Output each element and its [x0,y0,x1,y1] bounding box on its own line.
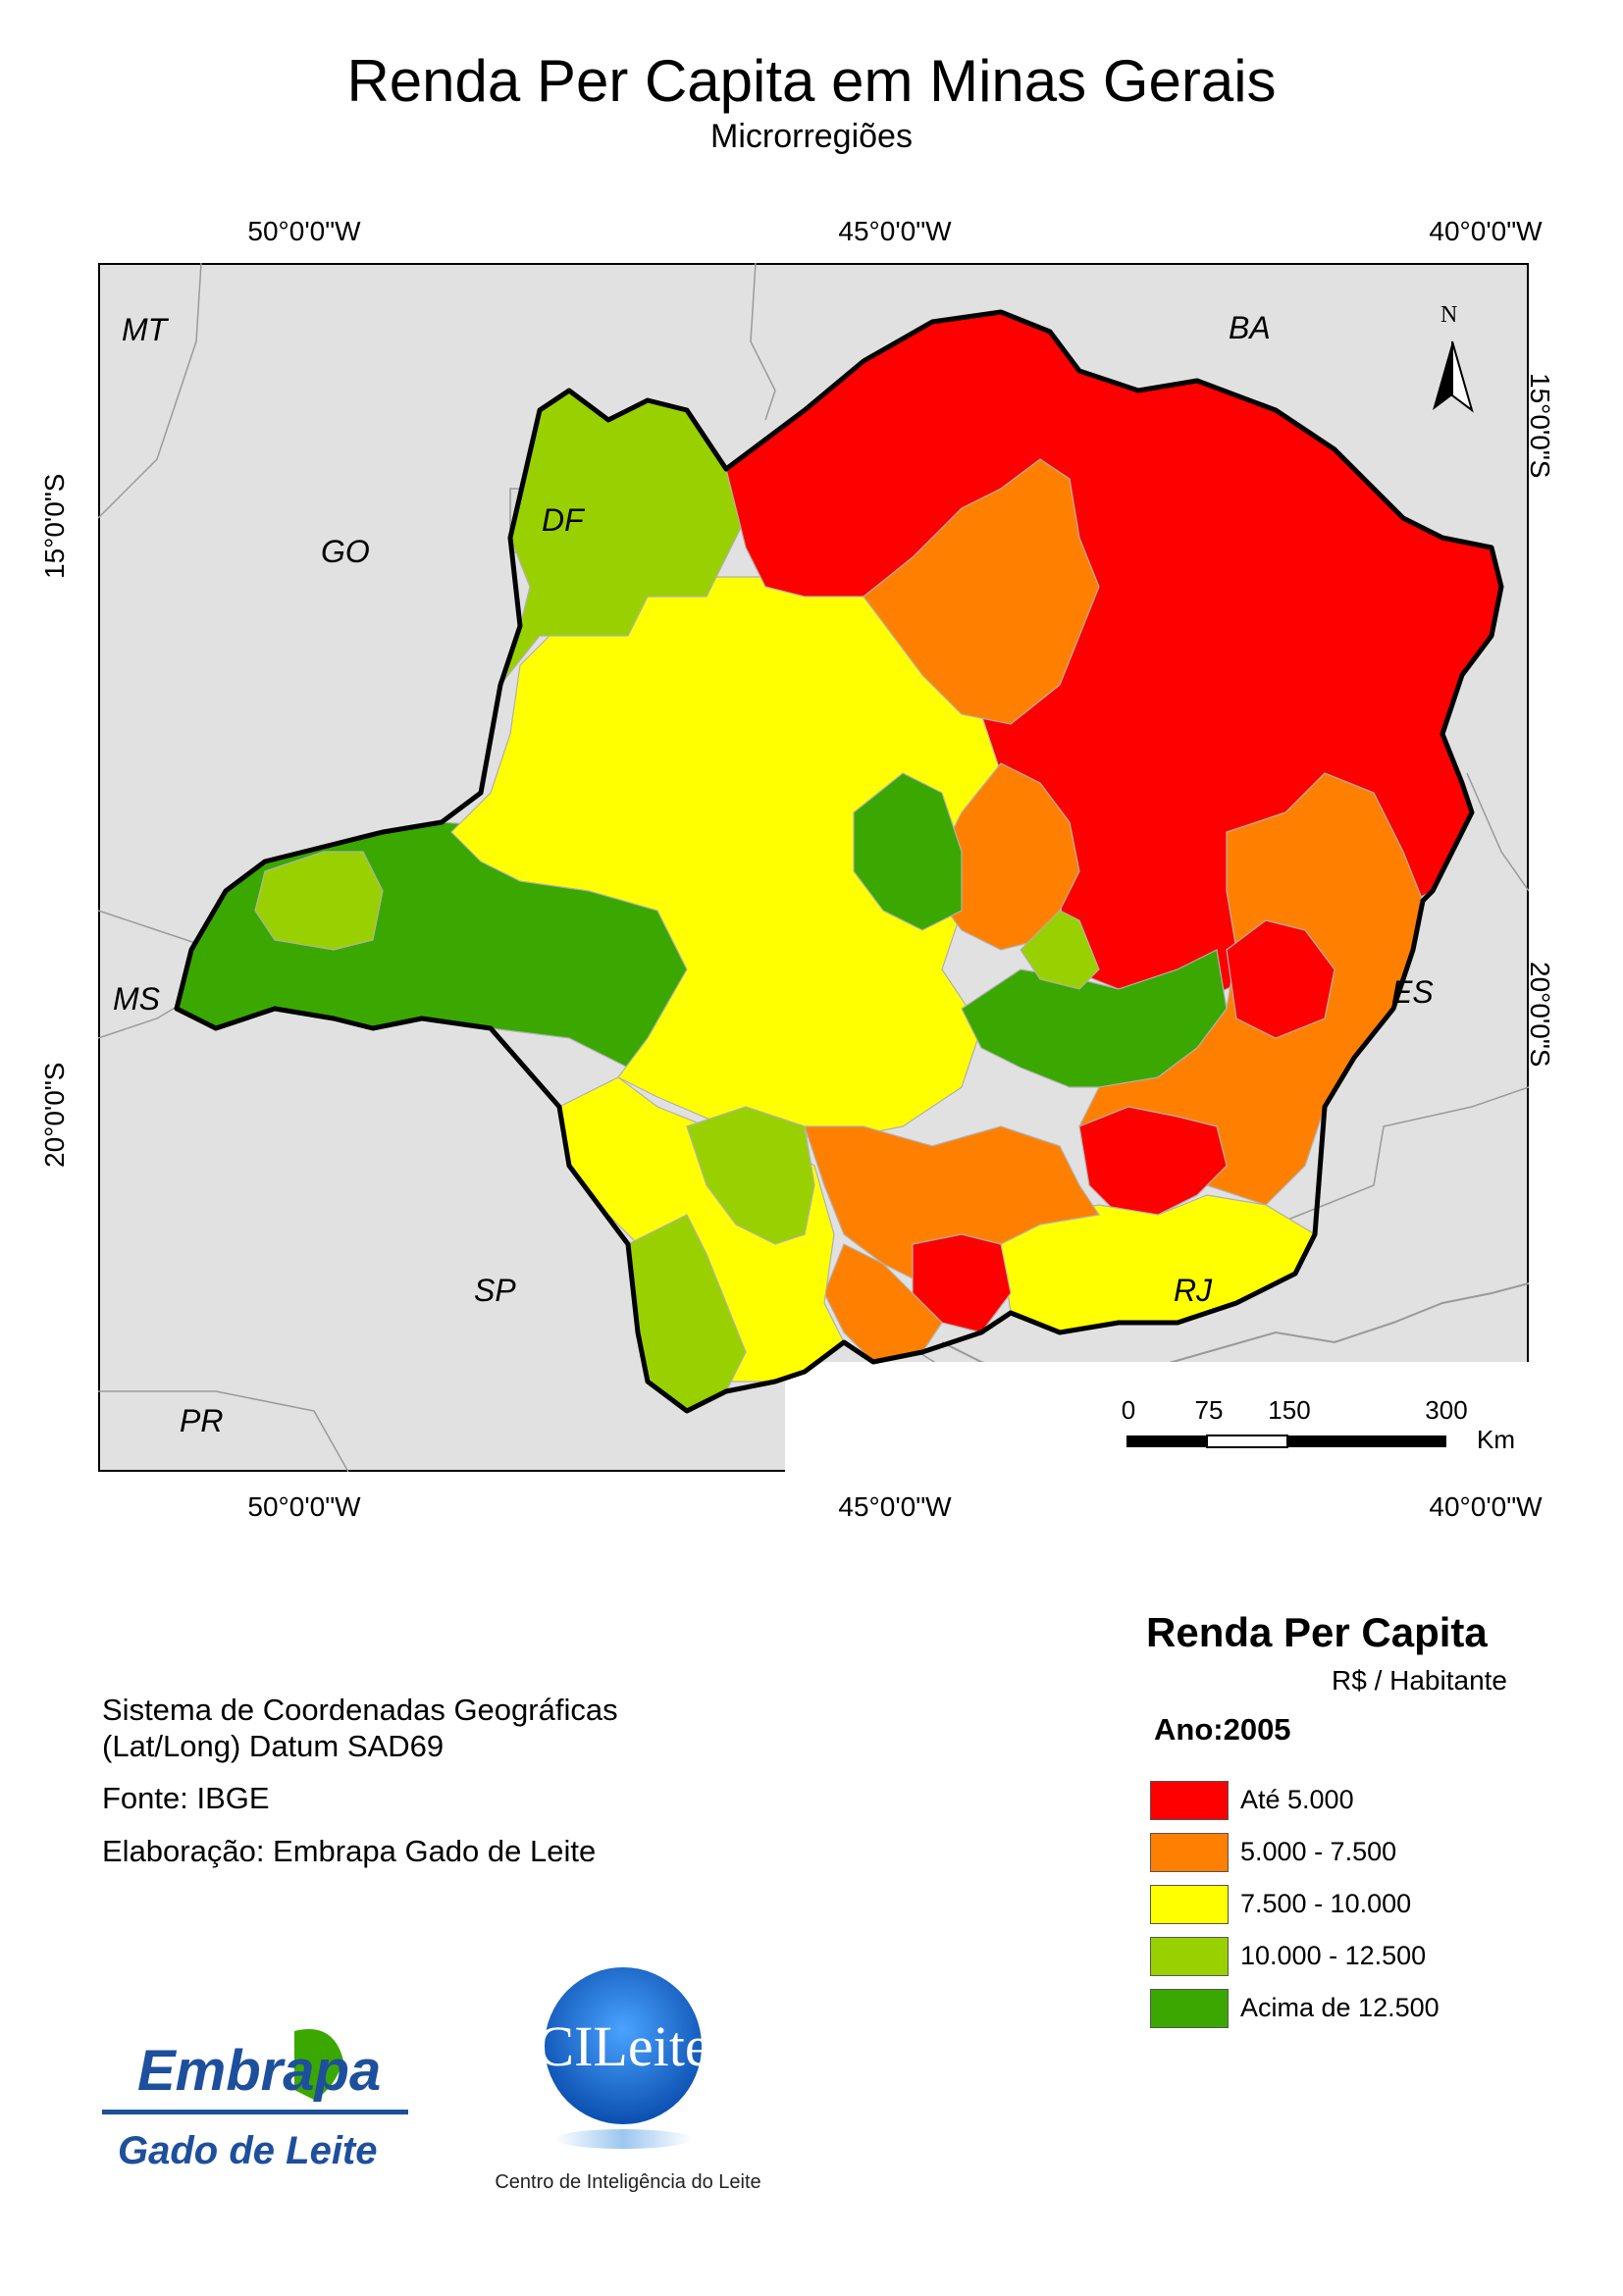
legend-label: 5.000 - 7.500 [1240,1837,1397,1866]
state-label: SP [474,1273,516,1308]
legend-year: Ano:2005 [1154,1712,1291,1747]
state-label: BA [1229,310,1271,345]
legend-title: Renda Per Capita [1146,1609,1488,1655]
scale-label: 75 [1194,1395,1224,1425]
state-label: GO [321,534,370,569]
state-label: MS [113,981,160,1017]
top-tick-label: 40°0'0"W [1429,216,1543,246]
legend-swatch [1150,1885,1229,1924]
legend-label: 7.500 - 10.000 [1240,1889,1412,1918]
bottom-tick-label: 40°0'0"W [1429,1491,1543,1522]
choropleth-map [98,263,1529,1472]
region-ate-5000 [1226,919,1335,1039]
minas-gerais-outline [174,309,1504,1414]
bottom-tick-label: 45°0'0"W [838,1491,952,1522]
bottom-tick-label: 50°0'0"W [247,1491,361,1522]
region-10000-12500 [254,851,384,951]
scale-unit: Km [1477,1425,1515,1454]
left-tick-label: 15°0'0"S [39,473,70,579]
scale-bar [1126,1435,1446,1448]
author-text: Elaboração: Embrapa Gado de Leite [102,1834,597,1868]
region-10000-12500 [1020,910,1100,990]
top-tick-label: 45°0'0"W [838,216,952,246]
top-tick-label: 50°0'0"W [247,216,361,246]
region-5000-7500 [863,458,1100,725]
svg-text:Gado de Leite: Gado de Leite [118,2129,378,2172]
map-title: Renda Per Capita em Minas Gerais [346,48,1277,114]
legend-swatch [1150,1781,1229,1820]
north-arrow-icon [1433,340,1474,413]
north-arrow-label: N [1440,302,1458,328]
region-acima-12500 [853,772,963,931]
embrapa-logo: Embrapa Gado de Leite [102,2029,408,2172]
ocean [785,1362,1529,1472]
region-ate-5000 [1078,1106,1228,1216]
source-text: Fonte: IBGE [102,1781,270,1815]
state-label: MT [122,312,168,347]
legend-label: Até 5.000 [1240,1785,1354,1814]
state-label: PR [180,1403,224,1438]
legend-swatch [1150,1833,1229,1872]
crs-line-1: Sistema de Coordenadas Geográficas [102,1693,618,1727]
legend-unit: R$ / Habitante [1332,1665,1507,1696]
region-10000-12500 [686,1106,815,1245]
map-subtitle: Microrregiões [710,118,913,155]
scale-label: 0 [1121,1395,1136,1425]
crs-line-2: (Lat/Long) Datum SAD69 [102,1729,445,1763]
legend-label: 10.000 - 12.500 [1240,1941,1427,1970]
left-tick-label: 20°0'0"S [39,1062,70,1168]
svg-text:CILeite: CILeite [536,2014,709,2078]
svg-text:Embrapa: Embrapa [137,2039,381,2103]
legend-label: Acima de 12.500 [1240,1993,1440,2022]
legend-swatch [1150,1937,1229,1976]
state-label: DF [542,502,584,538]
svg-text:Centro de Inteligência do Leit: Centro de Inteligência do Leite [495,2171,760,2193]
scale-label: 300 [1425,1395,1468,1425]
region-5000-7500 [804,1125,1101,1284]
legend-swatch [1150,1989,1229,2028]
scale-label: 150 [1268,1395,1311,1425]
cileite-logo: CILeite Centro de Inteligência do Leite [495,1967,761,2193]
state-label: RJ [1174,1273,1213,1308]
microregions [176,311,1502,1412]
state-label: ES [1391,974,1434,1010]
